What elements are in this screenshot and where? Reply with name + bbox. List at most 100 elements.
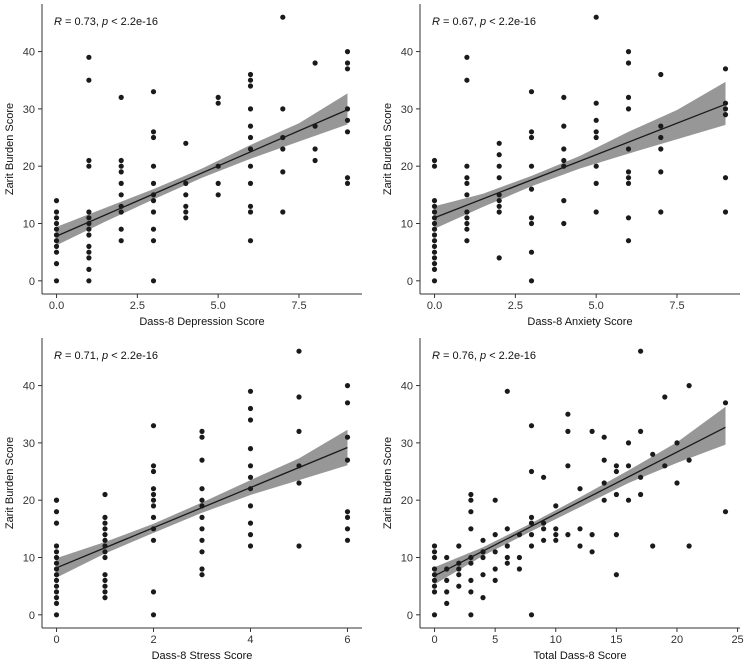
data-point xyxy=(686,543,692,549)
data-point xyxy=(150,486,157,492)
confidence-band xyxy=(434,406,726,585)
data-point xyxy=(593,117,599,123)
data-point xyxy=(344,509,351,515)
y-tick-label: 10 xyxy=(401,219,413,231)
data-point xyxy=(496,192,502,198)
data-point xyxy=(183,209,189,215)
data-point xyxy=(150,468,157,475)
data-point xyxy=(150,226,157,232)
data-point xyxy=(102,577,108,583)
data-point xyxy=(464,226,470,232)
x-tick-label: 0 xyxy=(53,634,59,646)
data-point xyxy=(444,554,450,561)
data-point xyxy=(102,549,108,555)
data-point xyxy=(625,175,632,181)
x-tick-label: 7.5 xyxy=(669,300,684,312)
annotation-r-symbol: R xyxy=(432,16,440,28)
data-point xyxy=(431,220,438,227)
data-point xyxy=(565,428,571,434)
data-point xyxy=(86,266,92,272)
data-point xyxy=(553,526,559,532)
data-point xyxy=(625,49,632,55)
data-point xyxy=(296,348,302,354)
data-point xyxy=(496,163,502,169)
data-point xyxy=(589,532,595,538)
x-tick-label: 5.0 xyxy=(211,300,226,312)
data-point xyxy=(150,180,157,186)
data-point xyxy=(86,278,92,284)
y-tick-label: 30 xyxy=(401,438,413,450)
data-point xyxy=(183,215,189,221)
y-tick-label: 10 xyxy=(401,553,413,565)
data-point xyxy=(456,543,462,549)
data-point xyxy=(247,463,254,469)
data-point xyxy=(528,514,535,520)
data-point xyxy=(468,554,474,561)
data-point xyxy=(638,348,644,354)
data-point xyxy=(199,503,205,509)
data-point xyxy=(480,572,486,578)
data-point xyxy=(431,226,438,232)
data-point xyxy=(280,106,286,112)
data-point xyxy=(215,94,221,100)
x-tick-label: 7.5 xyxy=(291,300,306,312)
data-point xyxy=(280,134,286,141)
data-point xyxy=(150,423,157,429)
data-point xyxy=(625,215,632,221)
data-point xyxy=(561,220,567,227)
data-point xyxy=(528,612,535,618)
data-point xyxy=(613,572,619,578)
data-point xyxy=(53,543,60,549)
data-point xyxy=(296,394,302,400)
x-tick-label: 0.0 xyxy=(49,300,64,312)
data-point xyxy=(150,198,157,204)
data-point xyxy=(444,577,450,583)
data-point xyxy=(561,163,567,169)
x-tick-label: 2.5 xyxy=(508,300,523,312)
annotation-r-value: = 0.76, xyxy=(440,350,480,362)
data-point xyxy=(468,577,474,583)
y-tick-label: 40 xyxy=(401,47,413,59)
data-point xyxy=(296,480,302,486)
data-point xyxy=(296,428,302,434)
data-point xyxy=(431,572,438,578)
data-point xyxy=(528,215,535,221)
panel-stress: 0 2 4 6 0 10 20 30 40 Dass-8 Stress Score Zarit Bu… xyxy=(4,338,362,662)
data-point xyxy=(625,463,632,469)
data-point xyxy=(53,549,60,555)
data-point xyxy=(102,491,108,498)
data-point xyxy=(686,383,692,389)
data-point xyxy=(86,163,92,169)
data-point xyxy=(561,146,567,152)
correlation-annotation: R = 0.71, p < 2.2e-16 xyxy=(54,350,158,362)
data-point xyxy=(528,278,535,284)
data-point xyxy=(183,180,189,186)
y-tick-label: 0 xyxy=(407,610,413,622)
data-point xyxy=(247,417,254,423)
data-point xyxy=(565,532,571,538)
data-point xyxy=(150,163,157,169)
data-point xyxy=(480,549,486,555)
data-point xyxy=(492,566,498,572)
data-point xyxy=(496,255,502,261)
data-point xyxy=(492,577,498,583)
data-point xyxy=(480,554,486,561)
data-point xyxy=(561,94,567,100)
x-axis-label: Dass-8 Depression Score xyxy=(139,316,264,328)
y-tick-label: 40 xyxy=(23,47,35,59)
data-point xyxy=(150,89,157,95)
y-tick-label: 20 xyxy=(401,495,413,507)
data-point xyxy=(86,232,92,238)
data-point xyxy=(215,180,221,186)
data-point xyxy=(86,77,92,83)
data-point xyxy=(658,169,664,175)
data-point xyxy=(464,54,470,60)
data-point xyxy=(102,543,108,549)
annotation-p-symbol: p xyxy=(479,16,486,28)
data-point xyxy=(528,220,535,227)
data-point xyxy=(199,549,205,555)
data-point xyxy=(613,468,619,475)
data-point xyxy=(541,520,547,526)
annotation-r-value: = 0.71, xyxy=(62,350,102,362)
data-point xyxy=(561,123,567,129)
